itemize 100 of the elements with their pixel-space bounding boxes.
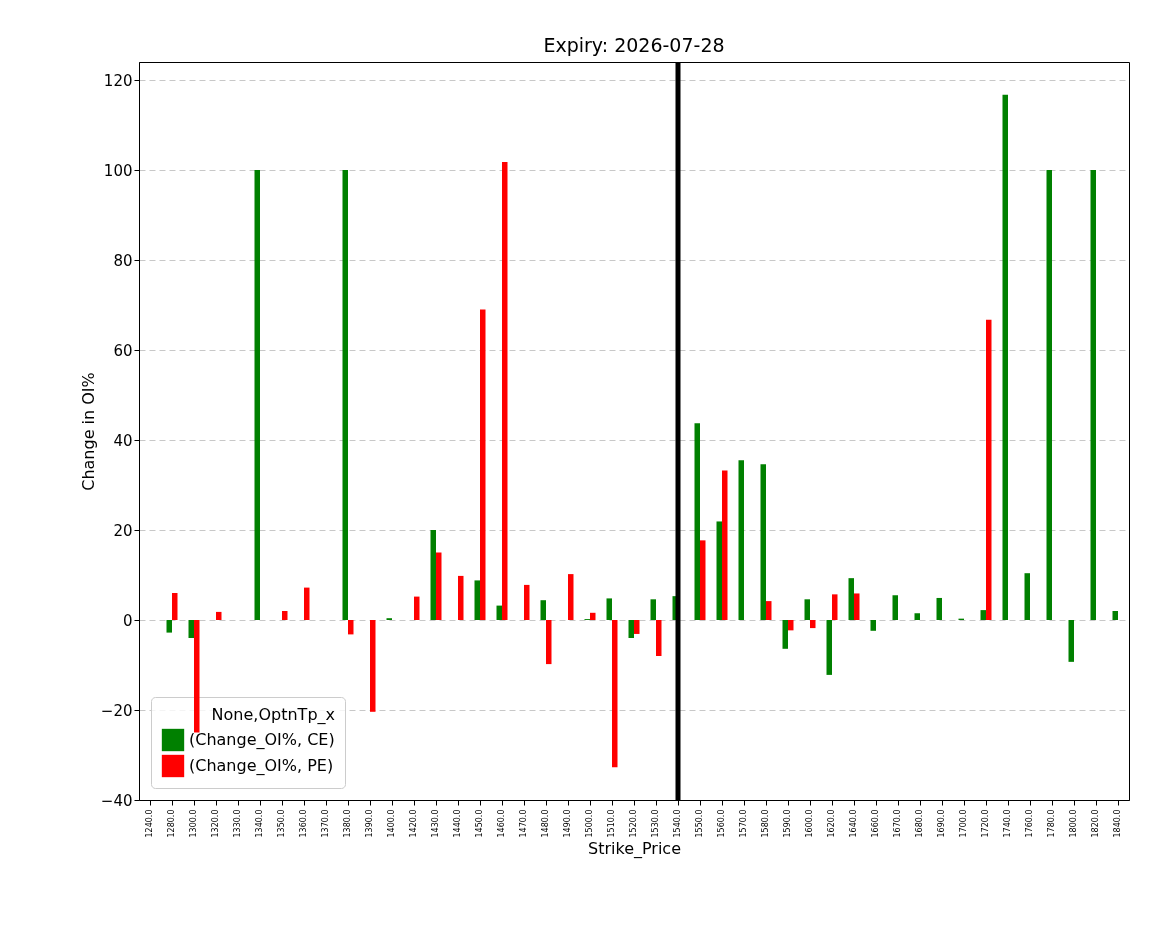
x-tick-label: 1360.0 [299,809,308,838]
bar [826,620,832,675]
y-tick-label: 80 [113,251,133,270]
bar [194,620,200,733]
bar [788,620,794,631]
bar [282,611,288,620]
bar [986,319,992,620]
bar [980,610,986,620]
bar [870,620,876,631]
bar [172,593,178,620]
x-tick-label: 1510.0 [607,809,616,838]
x-tick-label: 1670.0 [893,809,902,838]
x-tick-label: 1450.0 [475,809,484,838]
legend-title: None,OptnTp_x [211,705,335,725]
x-tick-label: 1530.0 [651,809,660,838]
x-tick-label: 1580.0 [761,809,770,838]
bar [480,309,486,620]
x-tick-label: 1460.0 [497,809,506,838]
x-tick-label: 1800.0 [1069,809,1078,838]
chart-title: Expiry: 2026-07-28 [543,33,725,56]
bar [892,595,898,620]
bar [804,599,810,620]
x-tick-label: 1380.0 [343,809,352,838]
bar [738,460,744,620]
x-tick-label: 1350.0 [277,809,286,838]
y-tick-label: −40 [100,791,133,810]
x-tick-label: 1640.0 [849,809,858,838]
x-tick-label: 1590.0 [783,809,792,838]
bar [304,587,310,620]
y-tick-label: 60 [113,341,133,360]
bar [694,423,700,620]
legend-label: (Change_OI%, PE) [189,756,334,776]
bar [656,620,662,656]
x-tick-label: 1430.0 [431,809,440,838]
bar [1090,170,1096,620]
x-tick-label: 1760.0 [1025,809,1034,838]
x-tick-label: 1700.0 [959,809,968,838]
bar [414,596,420,620]
x-tick-label: 1720.0 [981,809,990,838]
bar [606,598,612,620]
x-tick-label: 1300.0 [189,809,198,838]
bar [166,620,172,633]
bar [216,611,222,620]
bar [854,593,860,620]
bar [848,578,854,620]
x-tick-label: 1480.0 [541,809,550,838]
y-axis-title: Change in OI% [78,372,98,491]
bar [1024,573,1030,620]
bar [188,620,194,638]
bar [1112,611,1118,620]
x-tick-label: 1570.0 [739,809,748,838]
x-tick-label: 1320.0 [211,809,220,838]
x-tick-label: 1240.0 [145,809,154,838]
x-tick-label: 1440.0 [453,809,462,838]
x-tick-label: 1470.0 [519,809,528,838]
y-tick-label: 40 [113,431,133,450]
x-tick-label: 1550.0 [695,809,704,838]
bar [634,620,640,634]
x-tick-label: 1280.0 [167,809,176,838]
bar [650,599,656,620]
bar [832,594,838,620]
x-tick-label: 1330.0 [233,809,242,838]
x-axis-title: Strike_Price [587,839,682,860]
x-tick-label: 1420.0 [409,809,418,838]
x-tick-label: 1390.0 [365,809,374,838]
bar [430,530,436,620]
x-tick-label: 1780.0 [1047,809,1056,838]
bar [760,464,766,620]
bar [716,521,722,620]
bar [474,580,480,620]
bar [1046,170,1052,620]
bar [546,620,552,665]
bar [722,470,728,620]
x-tick-label: 1400.0 [387,809,396,838]
y-tick-label: 100 [103,161,133,180]
x-tick-label: 1660.0 [871,809,880,838]
x-tick-label: 1560.0 [717,809,726,838]
x-tick-label: 1620.0 [827,809,836,838]
x-tick-label: 1600.0 [805,809,814,838]
bar [612,620,618,768]
x-tick-label: 1540.0 [673,809,682,838]
legend-label: (Change_OI%, CE) [189,730,335,750]
x-tick-label: 1690.0 [937,809,946,838]
y-tick-label: −20 [100,701,133,720]
x-tick-label: 1840.0 [1113,809,1122,838]
bar [254,170,260,620]
bar [436,552,442,620]
bar [370,620,376,712]
bar [540,600,546,620]
bar [914,613,920,620]
x-tick-label: 1500.0 [585,809,594,838]
bar [700,540,706,620]
x-tick-label: 1680.0 [915,809,924,838]
bar [766,601,772,620]
x-tick-label: 1740.0 [1003,809,1012,838]
y-tick-label: 20 [113,521,133,540]
bar [348,620,354,635]
bar [628,620,634,638]
y-tick-label: 0 [122,611,133,630]
bar [782,620,788,649]
